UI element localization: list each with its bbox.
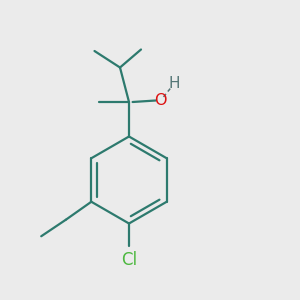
Text: O: O bbox=[154, 93, 167, 108]
Text: Cl: Cl bbox=[121, 251, 137, 269]
Text: H: H bbox=[168, 76, 180, 92]
